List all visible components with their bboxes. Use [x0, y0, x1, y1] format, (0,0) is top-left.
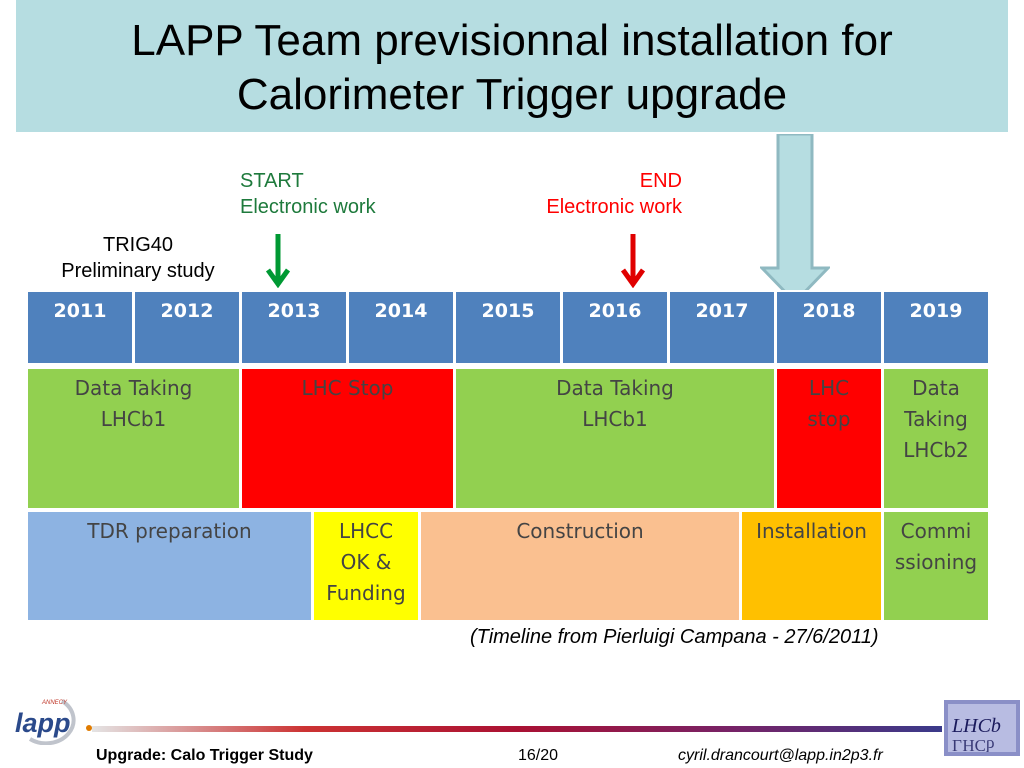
year-2017: 2017: [668, 290, 776, 365]
year-2019: 2019: [882, 290, 990, 365]
phase-commissioning: Commi ssioning: [882, 510, 990, 622]
trig40-label-subtitle: Preliminary study: [61, 260, 215, 282]
year-2013: 2013: [240, 290, 348, 365]
slide-title-line2: Calorimeter Trigger upgrade: [236, 70, 788, 119]
year-2016: 2016: [561, 290, 669, 365]
year-2014: 2014: [347, 290, 455, 365]
footer-page-number: 16/20: [518, 747, 559, 764]
svg-text:LHCb: LHCb: [952, 736, 995, 755]
timeline-table: 2011 2012 2013 2014 2015 2016 2017 2018 …: [26, 290, 990, 622]
phase-lhcc-funding: LHCC OK & Funding: [312, 510, 420, 622]
start-label: START Electronic work: [240, 168, 376, 220]
footer-presentation-title: Upgrade: Calo Trigger Study: [96, 747, 313, 764]
phase-data-taking-lhcb1-early: Data Taking LHCb1: [26, 367, 241, 510]
phase-data-taking-lhcb1-late: Data Taking LHCb1: [454, 367, 776, 510]
year-2011: 2011: [26, 290, 134, 365]
title-banner: LAPP Team previsionnal installation for …: [16, 0, 1008, 132]
footer-email: cyril.drancourt@lapp.in2p3.fr: [678, 747, 883, 764]
down-arrow-icon: [760, 134, 830, 304]
end-arrow-icon: [621, 234, 645, 288]
phase-installation: Installation: [740, 510, 883, 622]
lapp-logo: ANNECY lapp: [15, 699, 92, 745]
footer-divider: [92, 726, 942, 732]
end-label-subtitle: Electronic work: [546, 196, 682, 218]
timeline-credit: (Timeline from Pierluigi Campana - 27/6/…: [470, 626, 879, 648]
phase-construction: Construction: [419, 510, 741, 622]
start-arrow-icon: [266, 234, 290, 288]
lhcb-logo: LHCb LHCb: [944, 700, 1020, 756]
year-2015: 2015: [454, 290, 562, 365]
lapp-logo-text: lapp: [15, 708, 71, 738]
trig40-label: TRIG40 Preliminary study: [38, 232, 238, 284]
lhcb-logo-text: LHCb: [951, 715, 1001, 737]
end-label-title: END: [639, 170, 682, 192]
start-label-title: START: [240, 170, 304, 192]
phase-data-taking-lhcb2: Data Taking LHCb2: [882, 367, 990, 510]
slide-title-line1: LAPP Team previsionnal installation for: [131, 16, 893, 65]
year-2012: 2012: [133, 290, 241, 365]
end-label: END Electronic work: [509, 168, 682, 220]
year-2018: 2018: [775, 290, 883, 365]
phase-lhc-stop-long: LHC Stop: [240, 367, 455, 510]
phase-tdr-preparation: TDR preparation: [26, 510, 313, 622]
trig40-label-title: TRIG40: [102, 234, 174, 256]
start-label-subtitle: Electronic work: [240, 196, 376, 218]
lapp-logo-small-text: ANNECY: [41, 700, 68, 706]
phase-lhc-stop-short: LHC stop: [775, 367, 883, 510]
